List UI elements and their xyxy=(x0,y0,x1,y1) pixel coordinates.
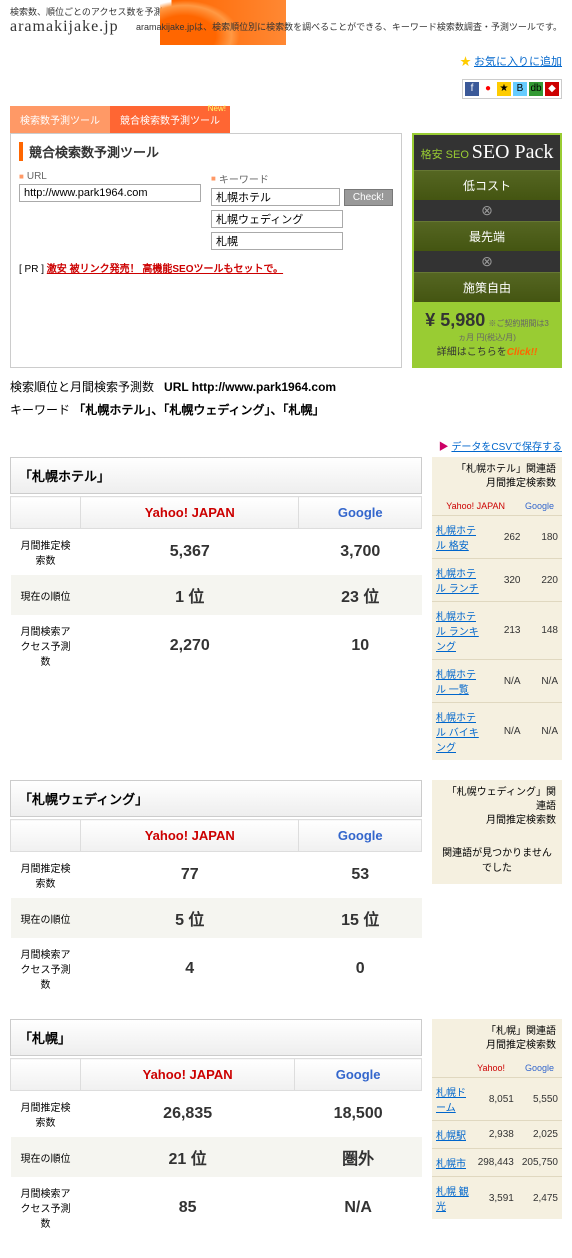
keyword-input-2[interactable] xyxy=(211,210,343,228)
related-row: 札幌市298,443205,750 xyxy=(432,1149,562,1177)
related-row: 札幌駅2,9382,025 xyxy=(432,1121,562,1149)
table-row: 現在の順位5 位15 位 xyxy=(11,898,422,938)
header-description: aramakijake.jpは、検索順位別に検索数を調べることができる、キーワー… xyxy=(136,20,562,33)
related-row: 札幌ホテル バイキングN/AN/A xyxy=(432,703,562,761)
related-link[interactable]: 札幌ホテル ランキング xyxy=(436,612,479,653)
new-badge: New! xyxy=(208,104,226,113)
related-row: 札幌ホテル 格安262180 xyxy=(432,516,562,559)
kw2-table: Yahoo! JAPANGoogle 月間推定検索数7753 現在の順位5 位1… xyxy=(10,819,422,999)
favorites-row: ★ お気に入りに追加 xyxy=(0,45,572,77)
tool-panel: 競合検索数予測ツール URL キーワード Check! [ PR ] xyxy=(10,133,402,368)
pr-line: [ PR ] 激安 被リンク発売！ 高機能SEOツールもセットで。 xyxy=(19,260,393,275)
csv-link[interactable]: データをCSVで保存する xyxy=(451,442,562,453)
summary-line-2: キーワード 「札幌ホテル」、「札幌ウェディング」、「札幌」 xyxy=(10,401,562,418)
related-row: 札幌ホテル ランチ320220 xyxy=(432,559,562,602)
social-row: f ● ★ B db ◆ xyxy=(0,77,572,101)
table-row: 月間検索アクセス予測数40 xyxy=(11,938,422,999)
related-link[interactable]: 札幌ホテル 一覧 xyxy=(436,670,476,696)
keyword-label: キーワード xyxy=(211,171,340,186)
table-row: 月間推定検索数5,3673,700 xyxy=(11,529,422,576)
social-icon-4[interactable]: B xyxy=(513,82,527,96)
table-row: 月間推定検索数7753 xyxy=(11,852,422,899)
kw3-side-head: 「札幌」関連語 月間推定検索数 xyxy=(432,1019,562,1059)
related-link[interactable]: 札幌ホテル バイキング xyxy=(436,713,479,754)
related-link[interactable]: 札幌駅 xyxy=(436,1131,466,1142)
header: 検索数、順位ごとのアクセス数を予測するツール aramakijake.jp ar… xyxy=(0,0,572,45)
kw3-table: Yahoo! JAPANGoogle 月間推定検索数26,83518,500 現… xyxy=(10,1058,422,1238)
seo-ad-pack: SEO Pack xyxy=(472,141,554,163)
table-row: 現在の順位1 位23 位 xyxy=(11,575,422,615)
tabs: 検索数予測ツール New! 競合検索数予測ツール xyxy=(10,106,562,133)
kw1-related-table: 札幌ホテル 格安262180札幌ホテル ランチ320220札幌ホテル ランキング… xyxy=(432,515,562,760)
kw2-title: 「札幌ウェディング」 xyxy=(10,780,422,817)
related-link[interactable]: 札幌ドーム xyxy=(436,1088,466,1114)
social-icon-1[interactable]: f xyxy=(465,82,479,96)
seo-feat-2: 最先端 xyxy=(414,221,560,251)
seo-click: Click!! xyxy=(507,347,538,358)
social-icon-3[interactable]: ★ xyxy=(497,82,511,96)
side-col-google: Google xyxy=(525,501,554,511)
col-google: Google xyxy=(299,497,422,529)
seo-ad-kakuyasu: 格安 SEO xyxy=(421,149,469,161)
social-icon-6[interactable]: ◆ xyxy=(545,82,559,96)
kw2-side-head: 「札幌ウェディング」関連語 月間推定検索数 xyxy=(432,780,562,834)
seo-feat-3: 施策自由 xyxy=(414,272,560,302)
related-link[interactable]: 札幌ホテル 格安 xyxy=(436,526,476,552)
seo-price: ¥ 5,980 xyxy=(425,310,485,330)
kw3-related-table: 札幌ドーム8,0515,550札幌駅2,9382,025札幌市298,44320… xyxy=(432,1077,562,1219)
related-row: 札幌ホテル 一覧N/AN/A xyxy=(432,660,562,703)
kw2-none: 関連語が見つかりませんでした xyxy=(432,834,562,884)
favorites-link[interactable]: お気に入りに追加 xyxy=(474,56,562,68)
side-col-google: Google xyxy=(525,1063,554,1073)
pr-prefix: [ PR ] xyxy=(19,264,47,275)
side-col-yahoo: Yahoo! xyxy=(477,1063,505,1073)
seo-click-pre: 詳細はこちらを xyxy=(437,347,507,358)
tab-competitor-predict[interactable]: New! 競合検索数予測ツール xyxy=(110,106,230,133)
related-row: 札幌 観光3,5912,475 xyxy=(432,1177,562,1220)
kw1-side-head: 「札幌ホテル」関連語 月間推定検索数 xyxy=(432,457,562,497)
social-icon-2[interactable]: ● xyxy=(481,82,495,96)
pr-link[interactable]: 激安 被リンク発売！ 高機能SEOツールもセットで。 xyxy=(47,264,283,275)
header-tagline: 検索数、順位ごとのアクセス数を予測するツール xyxy=(10,5,562,18)
kw1-table: Yahoo! JAPANGoogle 月間推定検索数5,3673,700 現在の… xyxy=(10,496,422,676)
tab-search-predict[interactable]: 検索数予測ツール xyxy=(10,106,110,133)
social-icons: f ● ★ B db ◆ xyxy=(462,79,562,99)
related-row: 札幌ホテル ランキング213148 xyxy=(432,602,562,660)
url-label: URL xyxy=(19,171,201,182)
seo-feat-1: 低コスト xyxy=(414,170,560,200)
related-link[interactable]: 札幌ホテル ランチ xyxy=(436,569,479,595)
seo-x-1: ⊗ xyxy=(414,200,560,221)
keyword-input-3[interactable] xyxy=(211,232,343,250)
seo-ad[interactable]: 格安 SEO SEO Pack 低コスト ⊗ 最先端 ⊗ 施策自由 ¥ 5,98… xyxy=(412,133,562,368)
table-row: 月間検索アクセス予測数2,27010 xyxy=(11,615,422,676)
table-row: 月間検索アクセス予測数85N/A xyxy=(11,1177,422,1238)
table-row: 現在の順位21 位圏外 xyxy=(11,1137,422,1177)
summary-line-1: 検索順位と月間検索予測数 URL http://www.park1964.com xyxy=(10,378,562,395)
side-col-yahoo: Yahoo! JAPAN xyxy=(446,501,505,511)
tool-title: 競合検索数予測ツール xyxy=(19,142,393,161)
keyword-input-1[interactable] xyxy=(211,188,340,206)
kw3-title: 「札幌」 xyxy=(10,1019,422,1056)
check-button[interactable]: Check! xyxy=(344,189,393,206)
star-icon: ★ xyxy=(460,56,471,68)
tab-competitor-label: 競合検索数予測ツール xyxy=(120,116,220,127)
related-link[interactable]: 札幌市 xyxy=(436,1159,466,1170)
kw1-title: 「札幌ホテル」 xyxy=(10,457,422,494)
col-yahoo: Yahoo! JAPAN xyxy=(81,497,299,529)
table-row: 月間推定検索数26,83518,500 xyxy=(11,1091,422,1138)
related-link[interactable]: 札幌 観光 xyxy=(436,1187,469,1213)
social-icon-5[interactable]: db xyxy=(529,82,543,96)
seo-x-2: ⊗ xyxy=(414,251,560,272)
url-input[interactable] xyxy=(19,184,201,202)
related-row: 札幌ドーム8,0515,550 xyxy=(432,1078,562,1121)
